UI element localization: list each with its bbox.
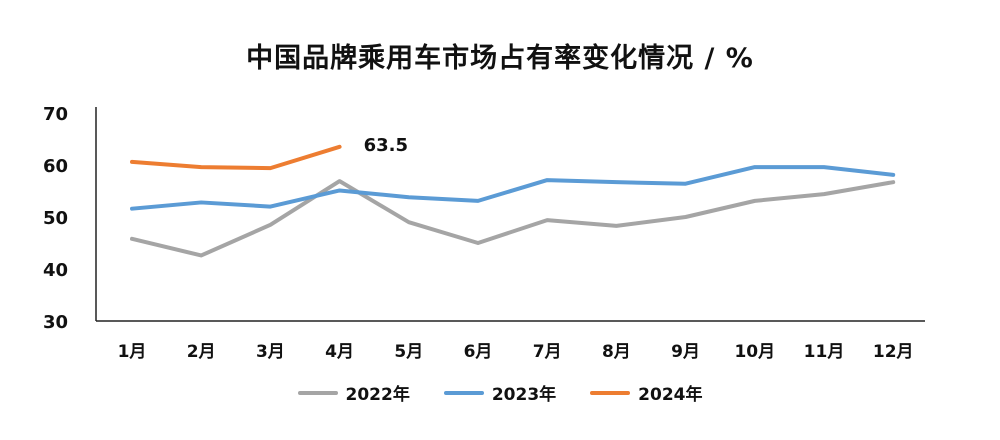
- y-tick-label: 30: [43, 312, 68, 333]
- legend-swatch: [297, 390, 338, 395]
- x-tick-label: 12月: [873, 342, 914, 362]
- x-tick-label: 8月: [602, 342, 631, 362]
- x-tick-label: 2月: [187, 342, 216, 362]
- chart-legend: 2022年 2023年 2024年: [0, 380, 1000, 405]
- y-tick-label: 40: [43, 260, 68, 281]
- series-line-1: [130, 165, 896, 211]
- x-tick-label: 6月: [464, 342, 493, 362]
- x-tick-label: 9月: [671, 342, 700, 362]
- legend-label: 2023年: [491, 385, 557, 405]
- legend-item-2: 2024年: [590, 380, 702, 405]
- y-tick-label: 60: [43, 156, 68, 177]
- x-tick-label: 1月: [118, 342, 147, 362]
- x-tick-label: 3月: [256, 342, 285, 362]
- legend-swatch: [443, 390, 484, 395]
- legend-item-0: 2022年: [297, 380, 410, 405]
- data-label: 63.5: [364, 135, 408, 156]
- x-tick-label: 10月: [734, 342, 775, 362]
- x-tick-label: 7月: [533, 342, 562, 362]
- x-tick-label: 5月: [394, 342, 423, 362]
- legend-item-1: 2023年: [443, 380, 557, 405]
- series-line-2: [130, 144, 342, 171]
- legend-label: 2024年: [638, 385, 703, 405]
- series-line-0: [130, 179, 896, 258]
- y-tick-label: 70: [43, 104, 68, 125]
- x-tick-label: 11月: [804, 342, 845, 362]
- legend-label: 2022年: [345, 385, 410, 405]
- x-tick-label: 4月: [325, 342, 354, 362]
- legend-swatch: [590, 390, 631, 395]
- chart-title: 中国品牌乘用车市场占有率变化情况 / %: [246, 43, 754, 74]
- y-tick-label: 50: [43, 208, 68, 229]
